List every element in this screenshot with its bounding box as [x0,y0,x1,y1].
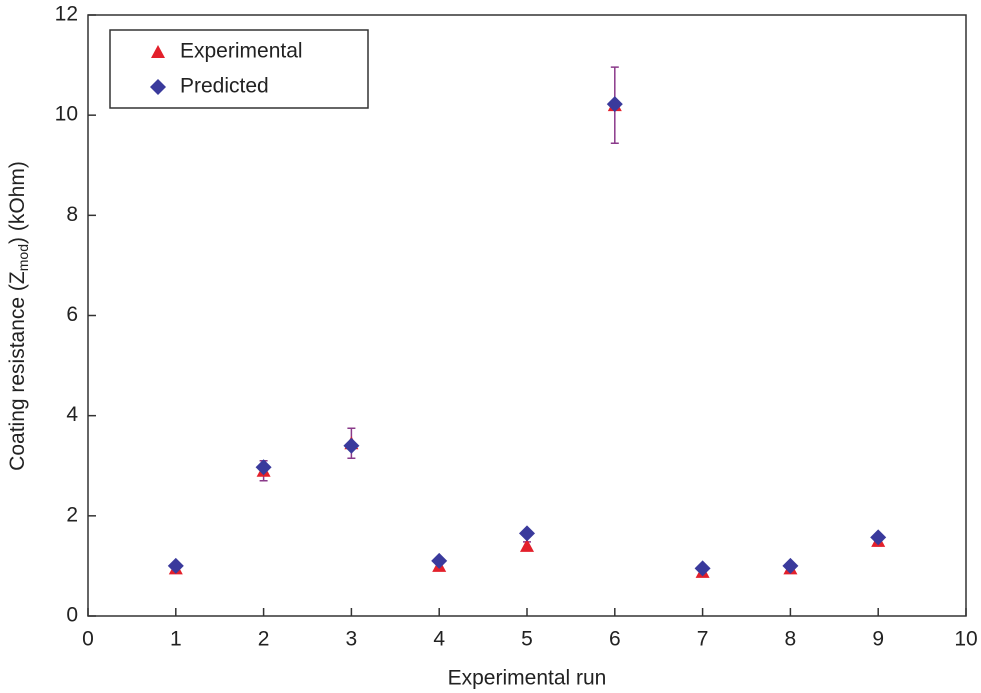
diamond-marker [150,79,166,95]
diamond-marker [870,529,887,546]
x-axis-label: Experimental run [448,667,607,690]
x-tick-label: 0 [82,628,94,651]
x-tick-label: 7 [697,628,709,651]
diamond-marker [167,557,184,574]
diamond-marker [431,552,448,569]
diamond-marker [255,459,272,476]
diamond-marker [782,557,799,574]
y-axis-label: Coating resistance (Zmod) (kOhm) [6,161,31,471]
x-tick-label: 10 [954,628,977,651]
triangle-marker [151,45,165,58]
diamond-marker [694,560,711,577]
y-label-suffix: ) (kOhm) [6,161,29,244]
y-tick-label: 4 [66,403,78,426]
y-tick-label: 0 [66,604,78,627]
y-tick-label: 6 [66,303,78,326]
diamond-marker [519,525,535,542]
y-label-subscript: mod [15,244,31,271]
x-tick-label: 9 [872,628,884,651]
legend-box [109,29,369,109]
x-tick-label: 3 [346,628,358,651]
y-tick-label: 10 [55,103,78,126]
y-label-text: Coating resistance (Z [6,271,29,471]
x-tick-label: 4 [433,628,445,651]
x-tick-label: 1 [170,628,182,651]
x-tick-label: 2 [258,628,270,651]
x-tick-label: 5 [521,628,533,651]
y-tick-label: 2 [66,503,78,526]
triangle-marker [520,538,534,552]
y-tick-label: 8 [66,203,78,226]
diamond-marker [606,96,623,113]
x-tick-label: 6 [609,628,621,651]
x-tick-label: 8 [785,628,797,651]
legend-label: Predicted [180,75,269,98]
diamond-marker [343,437,360,454]
y-tick-label: 12 [55,3,78,26]
legend-label: Experimental [180,40,303,63]
